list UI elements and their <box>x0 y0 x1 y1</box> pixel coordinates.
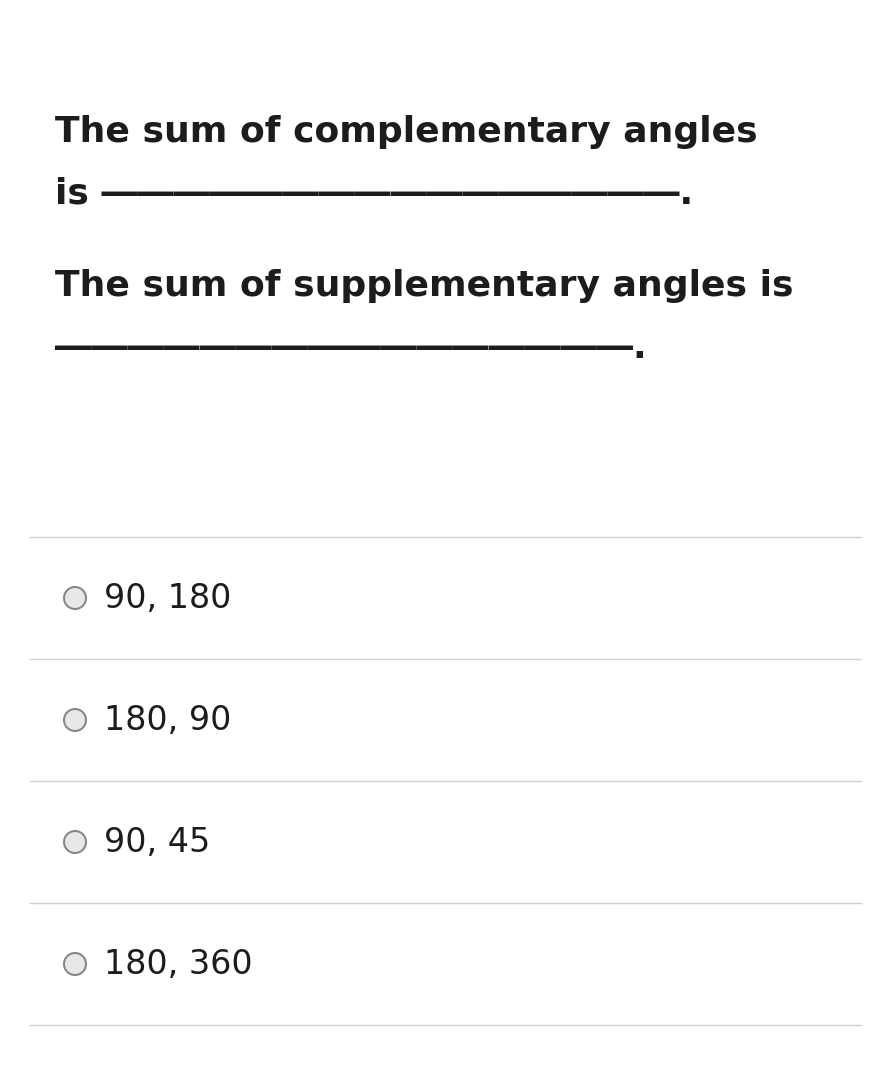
Text: 180, 90: 180, 90 <box>104 703 232 736</box>
Circle shape <box>64 831 86 853</box>
Text: is ――――――――――――――――.: is ――――――――――――――――. <box>55 177 693 211</box>
Circle shape <box>64 587 86 609</box>
Circle shape <box>64 708 86 731</box>
Circle shape <box>64 953 86 975</box>
Text: 90, 180: 90, 180 <box>104 582 232 615</box>
Text: The sum of supplementary angles is: The sum of supplementary angles is <box>55 269 794 303</box>
Text: 90, 45: 90, 45 <box>104 826 210 859</box>
Text: ――――――――――――――――.: ――――――――――――――――. <box>55 331 647 365</box>
Text: The sum of complementary angles: The sum of complementary angles <box>55 115 757 149</box>
Text: 180, 360: 180, 360 <box>104 947 253 981</box>
